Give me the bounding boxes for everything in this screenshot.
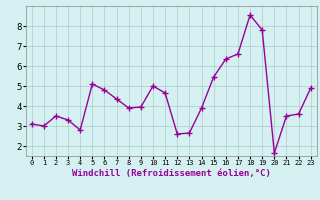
X-axis label: Windchill (Refroidissement éolien,°C): Windchill (Refroidissement éolien,°C) — [72, 169, 271, 178]
